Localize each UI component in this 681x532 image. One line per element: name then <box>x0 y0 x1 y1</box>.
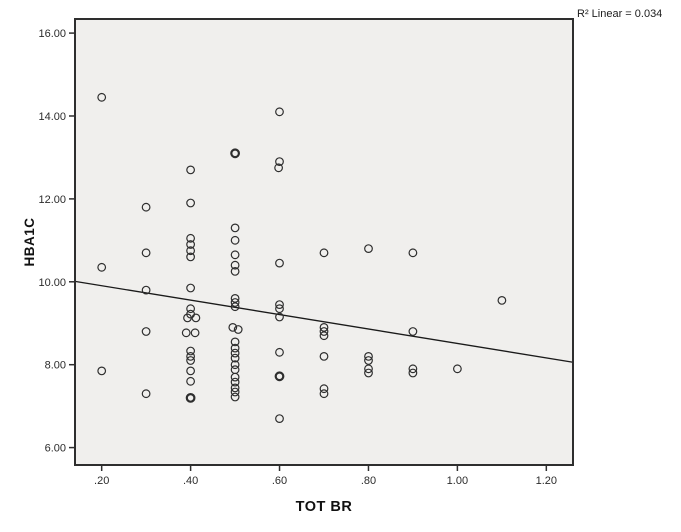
data-point <box>181 328 191 338</box>
y-tick-label: 8.00 <box>45 360 66 372</box>
data-point <box>408 364 418 374</box>
data-point <box>141 202 151 212</box>
data-point <box>186 198 196 208</box>
plot-border <box>74 18 574 466</box>
data-point <box>274 371 285 382</box>
data-point <box>275 312 284 322</box>
data-point <box>364 368 373 378</box>
data-point <box>186 356 196 365</box>
data-point <box>190 328 200 338</box>
data-point <box>319 323 329 332</box>
data-point <box>97 92 107 102</box>
plot-area <box>75 19 573 465</box>
data-point <box>230 337 240 347</box>
data-point <box>141 327 151 336</box>
data-point <box>186 304 196 314</box>
data-point <box>319 331 329 341</box>
y-tick-label: 12.00 <box>38 194 66 206</box>
data-point <box>230 392 240 402</box>
r-squared-annotation: R² Linear = 0.034 <box>577 8 663 20</box>
tick-labels: 6.00 8.00 10.00 12.00 14.00 16.00 .20 .40 .60 .80… <box>38 28 557 487</box>
y-tick-label: 10.00 <box>38 277 66 289</box>
data-point <box>275 304 284 314</box>
data-point <box>97 262 107 272</box>
data-point <box>186 366 196 376</box>
data-point <box>230 302 240 312</box>
data-point <box>230 383 240 393</box>
regression-line <box>74 280 574 363</box>
data-point <box>319 389 329 399</box>
data-point <box>364 352 373 361</box>
data-point <box>185 393 196 403</box>
data-point <box>191 313 201 323</box>
data-point <box>319 248 329 258</box>
data-point <box>275 414 284 424</box>
data-point <box>228 323 238 332</box>
data-point <box>230 223 240 233</box>
data-point <box>186 252 196 262</box>
y-tick-label: 6.00 <box>45 443 66 455</box>
x-tick-label: 1.00 <box>447 475 468 487</box>
y-tick-label: 14.00 <box>38 111 66 123</box>
data-point <box>274 163 284 173</box>
data-point <box>230 343 240 353</box>
data-points <box>97 92 507 424</box>
data-point <box>230 235 240 245</box>
data-point <box>186 246 196 256</box>
data-point <box>230 387 240 397</box>
data-point <box>497 296 507 305</box>
data-point <box>230 360 240 370</box>
data-point <box>230 148 241 159</box>
data-point <box>408 327 418 336</box>
data-point <box>97 366 107 376</box>
data-point <box>186 165 196 175</box>
data-point <box>186 283 196 293</box>
data-point <box>364 356 373 365</box>
data-point <box>453 364 462 374</box>
fit-line <box>74 280 574 363</box>
y-tick-label: 16.00 <box>38 28 66 40</box>
x-tick-label: .60 <box>272 475 287 487</box>
x-tick-label: .80 <box>361 475 376 487</box>
data-point <box>230 294 240 303</box>
data-point <box>230 267 240 276</box>
data-point <box>230 372 240 382</box>
data-point <box>319 352 329 361</box>
data-point <box>408 368 418 378</box>
data-point <box>186 376 196 386</box>
y-axis-title: HBA1C <box>22 217 37 266</box>
data-point <box>233 325 243 334</box>
data-point <box>230 260 240 270</box>
data-point <box>319 327 329 336</box>
data-point <box>275 300 284 310</box>
data-point <box>141 389 151 399</box>
x-tick-label: 1.20 <box>536 475 557 487</box>
data-point <box>364 364 373 374</box>
data-point <box>141 248 151 258</box>
data-point <box>275 347 284 357</box>
data-point <box>319 384 329 394</box>
data-point <box>230 298 240 307</box>
data-point <box>230 353 240 363</box>
data-point <box>408 248 418 258</box>
data-point <box>186 233 196 243</box>
x-axis-title: TOT BR <box>296 499 353 515</box>
x-tick-label: .20 <box>94 475 109 487</box>
data-point <box>230 377 240 387</box>
axis-ticks <box>69 32 548 471</box>
data-point <box>275 258 284 268</box>
data-point <box>364 244 373 254</box>
data-point <box>275 157 284 167</box>
x-tick-label: .40 <box>183 475 198 487</box>
data-point <box>186 240 196 249</box>
data-point <box>141 285 151 295</box>
data-point <box>275 107 284 117</box>
data-point <box>186 352 196 361</box>
data-point <box>230 250 240 260</box>
data-point <box>186 346 196 356</box>
data-point <box>230 348 240 358</box>
data-point <box>183 313 192 323</box>
